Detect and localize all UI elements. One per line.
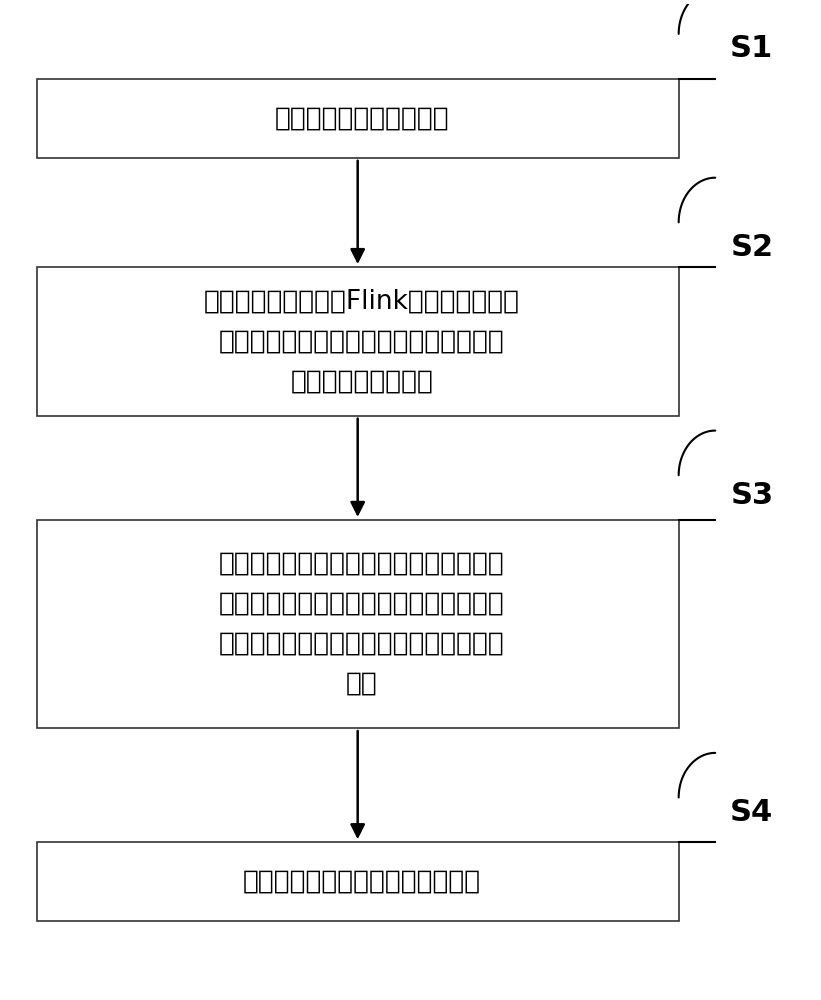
Text: 根据日志数据的类型，对半结构化日志数
据进行结构化处理，以将半结构化日志数
据转换为适于数据统计分析的结构化日志
数据: 根据日志数据的类型，对半结构化日志数 据进行结构化处理，以将半结构化日志数 据转…	[219, 551, 505, 697]
Text: S3: S3	[730, 481, 773, 510]
FancyBboxPatch shape	[37, 267, 679, 416]
FancyBboxPatch shape	[37, 79, 679, 158]
Text: 获取车辆保险的日志数据: 获取车辆保险的日志数据	[274, 105, 449, 131]
Text: S2: S2	[730, 233, 773, 262]
FancyBboxPatch shape	[37, 520, 679, 728]
FancyBboxPatch shape	[37, 842, 679, 921]
Text: S4: S4	[730, 798, 773, 827]
Text: 基于服务类型，利用Flink引擎对获取的日
志数据进行预处理，以生成具有预定格式
的半结构化日志数据: 基于服务类型，利用Flink引擎对获取的日 志数据进行预处理，以生成具有预定格式…	[204, 288, 520, 394]
Text: 将结构化日志数据加载到数据库中: 将结构化日志数据加载到数据库中	[243, 869, 481, 895]
Text: S1: S1	[730, 34, 773, 63]
